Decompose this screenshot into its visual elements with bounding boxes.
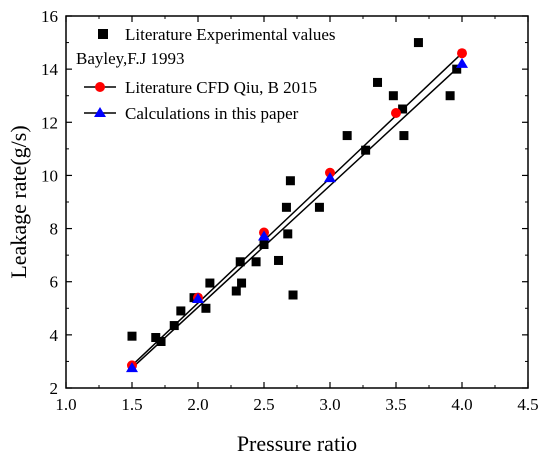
point-experimental — [127, 331, 137, 341]
point-experimental — [231, 286, 241, 296]
y-axis-ticks: 2 4 6 8 10 12 14 16 — [41, 7, 528, 398]
y-tick-label: 16 — [41, 7, 58, 26]
legend-marker-calc — [94, 107, 106, 117]
x-tick-label: 2.5 — [253, 395, 274, 414]
fit-lines — [131, 52, 463, 369]
legend-label-cfd: Literature CFD Qiu, B 2015 — [125, 78, 317, 97]
legend-label-experimental: Literature Experimental values — [125, 25, 336, 44]
fit-line — [131, 52, 463, 366]
x-tick-label: 4.5 — [517, 395, 538, 414]
y-tick-label: 4 — [50, 326, 59, 345]
y-tick-label: 12 — [41, 113, 58, 132]
point-cfd — [391, 107, 401, 118]
y-axis-label: Leakage rate(g/s) — [6, 125, 31, 278]
x-tick-label: 3.0 — [319, 395, 340, 414]
x-tick-label: 3.5 — [385, 395, 406, 414]
point-experimental — [176, 306, 186, 316]
point-calculation — [258, 230, 270, 241]
point-calculation — [126, 362, 138, 373]
point-experimental — [388, 91, 398, 101]
point-experimental — [399, 131, 409, 141]
point-experimental — [251, 257, 261, 267]
y-tick-label: 6 — [50, 273, 59, 292]
point-experimental — [169, 321, 179, 331]
point-experimental — [283, 229, 293, 239]
point-experimental — [274, 255, 284, 265]
y-tick-label: 2 — [50, 379, 59, 398]
point-experimental — [373, 77, 383, 87]
point-experimental — [361, 145, 371, 155]
y-tick-label: 10 — [41, 166, 58, 185]
point-experimental — [281, 202, 291, 212]
legend-label-calc: Calculations in this paper — [125, 104, 299, 123]
x-tick-label: 1.0 — [55, 395, 76, 414]
point-experimental — [201, 303, 211, 313]
point-experimental — [413, 38, 423, 48]
point-calculation — [324, 172, 336, 183]
point-experimental — [445, 91, 455, 101]
fit-line — [131, 63, 463, 369]
point-calculation — [192, 292, 204, 303]
point-experimental — [237, 278, 247, 288]
point-experimental — [398, 104, 408, 114]
series-points — [126, 38, 468, 373]
point-experimental — [285, 176, 295, 186]
x-tick-label: 4.0 — [451, 395, 472, 414]
point-experimental — [288, 290, 298, 300]
legend: Literature Experimental values Bayley,F.… — [76, 25, 336, 123]
point-calculation — [456, 57, 468, 68]
y-tick-label: 14 — [41, 60, 59, 79]
annotation-bayley: Bayley,F.J 1993 — [76, 49, 185, 68]
point-experimental — [314, 202, 324, 212]
legend-marker-experimental — [98, 29, 108, 39]
point-experimental — [452, 64, 462, 74]
x-tick-label: 1.5 — [121, 395, 142, 414]
point-experimental — [151, 333, 161, 343]
legend-marker-cfd — [95, 82, 105, 92]
point-experimental — [259, 240, 269, 250]
point-experimental — [235, 257, 245, 267]
x-axis-ticks: 1.0 1.5 2.0 2.5 3.0 3.5 4.0 4.5 — [55, 16, 539, 414]
point-cfd — [457, 48, 467, 59]
point-experimental — [342, 131, 352, 141]
y-tick-label: 8 — [50, 220, 59, 239]
x-tick-label: 2.0 — [187, 395, 208, 414]
point-experimental — [205, 278, 215, 288]
x-axis-label: Pressure ratio — [237, 431, 357, 456]
point-experimental — [156, 337, 166, 346]
